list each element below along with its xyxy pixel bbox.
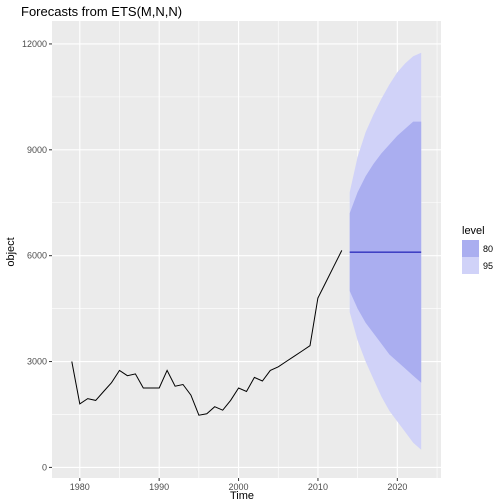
legend-title: level [462,225,485,237]
x-tick-label: 2010 [308,482,328,492]
x-tick-label: 1980 [70,482,90,492]
x-axis-title: Time [230,490,254,502]
legend-label-95: 95 [483,261,493,271]
y-tick-label: 3000 [27,357,47,367]
y-tick-label: 12000 [22,39,47,49]
legend-key-95 [462,257,479,274]
x-axis: 1980 1990 2000 2010 2020 [70,478,407,492]
y-tick-label: 0 [42,462,47,472]
legend-key-80 [462,240,479,257]
y-axis: 0 3000 6000 9000 12000 [22,39,52,472]
chart-title: Forecasts from ETS(M,N,N) [21,4,182,19]
y-tick-label: 6000 [27,251,47,261]
legend: level 80 95 [462,225,493,274]
x-tick-label: 2020 [387,482,407,492]
series-line [71,250,343,416]
y-tick-label: 9000 [27,145,47,155]
legend-label-80: 80 [483,244,493,254]
series-lines [71,250,422,416]
x-tick-label: 1990 [149,482,169,492]
x-tick-label: 2000 [229,482,249,492]
y-axis-title: object [5,237,17,266]
